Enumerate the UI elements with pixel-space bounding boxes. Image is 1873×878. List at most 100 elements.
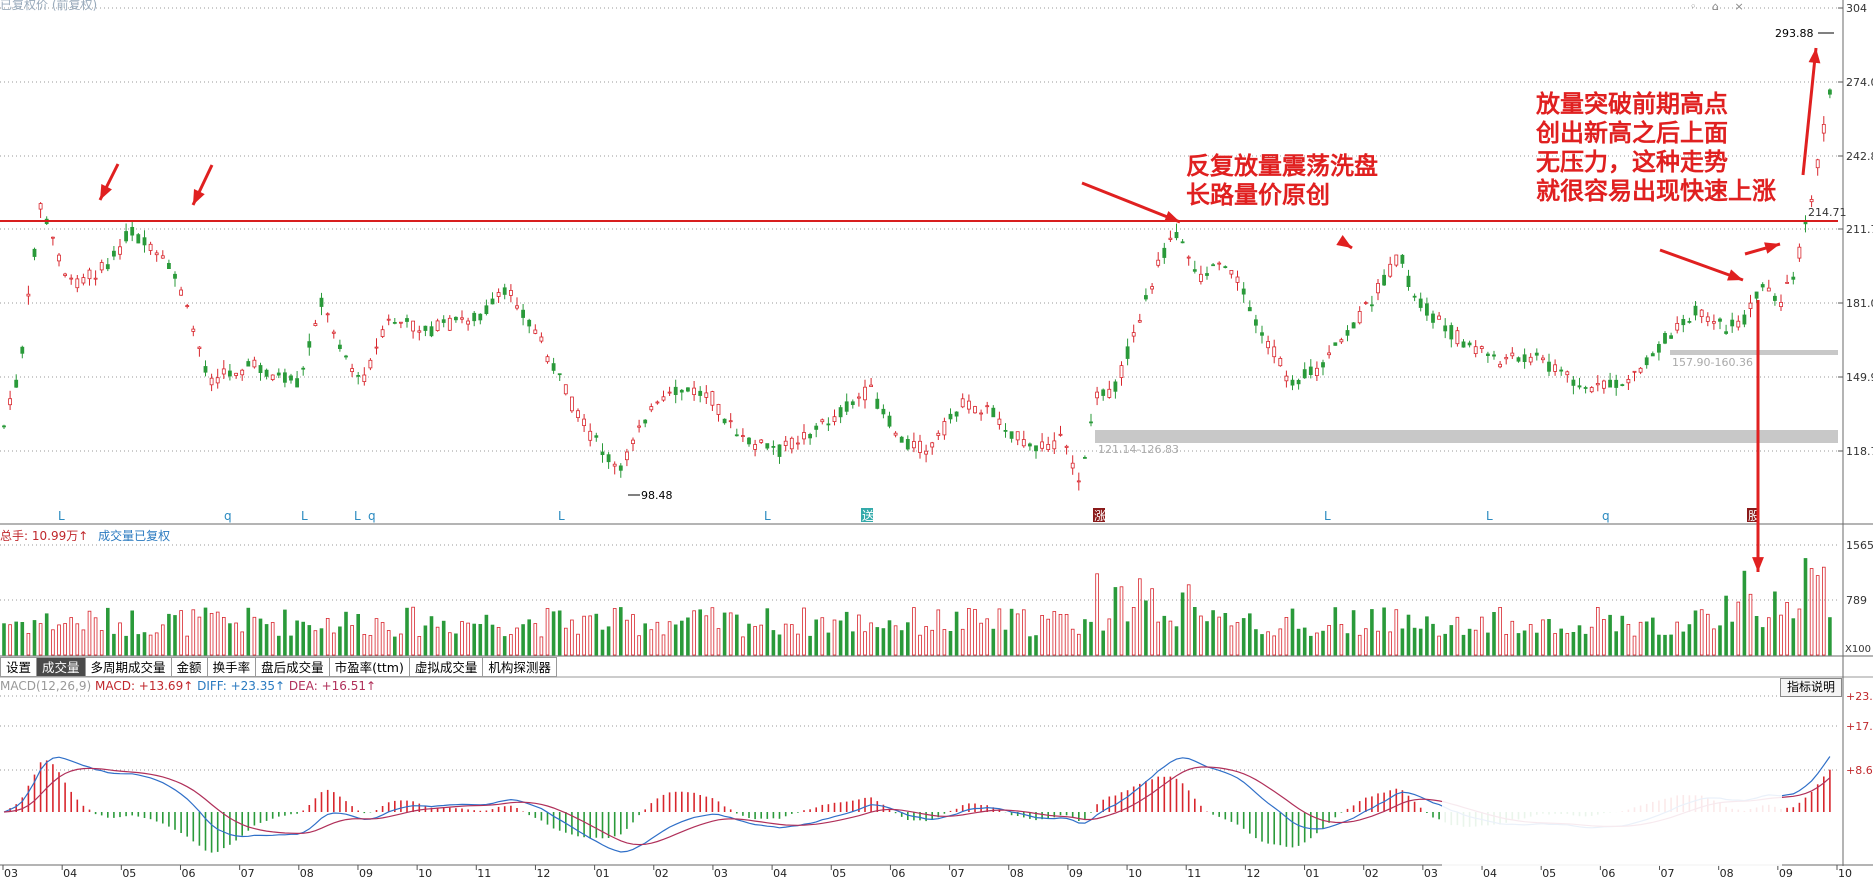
arrow-breakout-2-head — [1764, 242, 1780, 254]
volume-bar — [753, 626, 757, 656]
tab-turnover[interactable]: 换手率 — [207, 657, 257, 677]
volume-bar — [417, 636, 422, 656]
up-arrow-icon: ↑ — [183, 679, 194, 693]
candle-body — [1650, 353, 1655, 357]
candle-body — [1382, 274, 1386, 286]
candle-body — [57, 254, 61, 262]
volume-bar — [423, 625, 428, 656]
tab-multi-period-volume[interactable]: 多周期成交量 — [85, 657, 172, 677]
tab-institution-detector[interactable]: 机构探测器 — [483, 657, 557, 677]
candle-body — [618, 465, 623, 471]
volume-bar — [881, 628, 886, 656]
tab-pe-ttm[interactable]: 市盈率(ttm) — [329, 657, 410, 677]
volume-bar — [783, 623, 788, 656]
candle-body — [515, 305, 519, 309]
volume-bar — [1022, 609, 1026, 656]
candle-body — [1131, 332, 1136, 337]
candle-body — [1150, 286, 1154, 290]
x-axis-label: 03 — [1424, 867, 1438, 878]
volume-bar — [875, 627, 880, 656]
volume-bar — [338, 626, 342, 656]
candle-body — [918, 440, 922, 453]
candle-body — [600, 451, 605, 455]
candle-body — [570, 396, 574, 412]
volume-axis-label: 1565 — [1846, 539, 1873, 552]
restore-icon[interactable]: ◦ — [1690, 0, 1703, 13]
volume-bar — [1223, 613, 1228, 656]
volume-bar — [1119, 586, 1124, 656]
candle-body — [789, 437, 794, 450]
candle-body — [698, 390, 703, 396]
arrow-left-2-head — [193, 189, 205, 205]
indicator-help-button[interactable]: 指标说明 — [1780, 678, 1842, 697]
candle-body — [655, 401, 660, 404]
candle-body — [643, 419, 648, 424]
candle-body — [472, 312, 477, 322]
candle-body — [1437, 315, 1441, 320]
candle-body — [808, 433, 812, 439]
volume-bar — [57, 624, 61, 656]
volume-bar — [1089, 621, 1093, 656]
tab-settings[interactable]: 设置 — [0, 657, 38, 677]
candle-body — [625, 451, 629, 461]
candle-body — [1724, 331, 1728, 334]
tab-virtual-volume[interactable]: 虚拟成交量 — [409, 657, 484, 677]
volume-bar — [722, 612, 727, 656]
volume-bar — [1571, 632, 1576, 656]
candle-body — [1571, 379, 1576, 386]
candle-body — [1339, 339, 1344, 343]
candle-body — [1333, 342, 1338, 346]
candle-body — [203, 366, 208, 373]
candle-body — [521, 309, 525, 318]
volume-bar — [1626, 624, 1631, 656]
arrow-washout — [1081, 181, 1181, 224]
candle-body — [240, 369, 245, 376]
candle-body — [112, 250, 116, 257]
price-axis-label: 304 — [1846, 2, 1867, 15]
candle-body — [1302, 369, 1307, 379]
candle-body — [991, 407, 996, 418]
candle-body — [728, 420, 733, 423]
window-controls[interactable]: ◦ ⌂ × — [1690, 0, 1750, 13]
candle-body — [301, 367, 306, 370]
volume-bar — [1284, 617, 1289, 656]
x-axis-label: 05 — [122, 867, 136, 878]
candle-body — [307, 341, 312, 348]
x-axis-label: 06 — [891, 867, 905, 878]
volume-bar — [863, 631, 867, 656]
volume-bar — [942, 629, 947, 656]
candle-body — [1595, 382, 1600, 386]
volume-bar — [1107, 618, 1112, 656]
volume-bar — [826, 632, 831, 656]
candle-body — [1473, 346, 1478, 355]
volume-bar — [331, 632, 336, 656]
volume-bar — [1522, 630, 1527, 656]
volume-bar — [313, 630, 318, 656]
tab-after-hours-volume[interactable]: 盘后成交量 — [256, 657, 330, 677]
candle-body — [936, 432, 941, 436]
volume-bar — [1754, 616, 1759, 656]
x-axis-label: 02 — [655, 867, 669, 878]
candle-body — [1449, 325, 1454, 340]
volume-bar — [747, 623, 751, 656]
macd-header: MACD(12,26,9) MACD: +13.69↑ DIFF: +23.35… — [0, 679, 376, 693]
volume-bar — [960, 628, 965, 656]
volume-bar — [466, 622, 470, 656]
candle-body — [276, 372, 281, 376]
candle-body — [374, 346, 379, 349]
close-icon[interactable]: × — [1734, 0, 1750, 13]
candle-body — [1290, 379, 1295, 386]
volume-bar — [1357, 634, 1362, 656]
home-icon[interactable]: ⌂ — [1712, 0, 1725, 13]
tab-volume[interactable]: 成交量 — [37, 657, 86, 677]
candle-body — [1608, 379, 1612, 388]
tab-amount[interactable]: 金额 — [171, 657, 208, 677]
volume-bar — [606, 626, 611, 656]
candle-body — [1498, 363, 1502, 368]
candle-body — [166, 262, 171, 269]
candle-body — [105, 264, 110, 270]
volume-bar — [1156, 621, 1161, 656]
candle-body — [777, 444, 782, 457]
volume-bar — [570, 619, 574, 656]
volume-bar — [1046, 618, 1051, 656]
